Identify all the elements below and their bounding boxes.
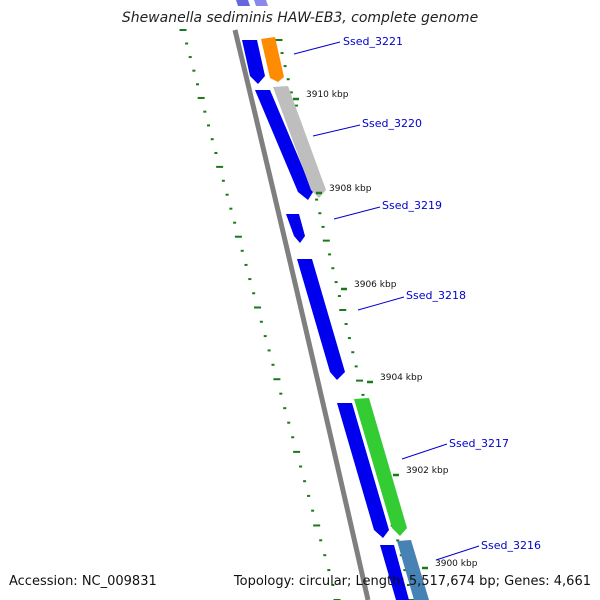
gene-labels: Ssed_3221 Ssed_3220 Ssed_3219 Ssed_3218 Ssed… <box>293 35 541 561</box>
feature-3216-steel <box>397 540 429 600</box>
feature-partial-top-2 <box>254 0 268 6</box>
feature-3217-green <box>354 398 407 536</box>
kbp-label: 3908 kbp <box>329 184 372 194</box>
kbp-label: 3900 kbp <box>435 559 478 569</box>
gene-label: Ssed_3216 <box>481 539 541 552</box>
gene-leader-line <box>312 124 361 137</box>
gene-label: Ssed_3217 <box>449 437 509 450</box>
gene-label: Ssed_3220 <box>362 117 422 130</box>
accession-text: Accession: NC_009831 <box>9 574 157 589</box>
feature-3220-gray <box>273 86 326 198</box>
cds-arrow-3220 <box>255 90 313 200</box>
gene-leader-line <box>401 443 448 460</box>
kbp-label: 3902 kbp <box>406 466 449 476</box>
gene-label: Ssed_3218 <box>406 289 466 302</box>
map-title: Shewanella sediminis HAW-EB3, complete g… <box>121 10 479 26</box>
gene-label: Ssed_3219 <box>382 199 442 212</box>
kbp-label: 3904 kbp <box>380 373 423 383</box>
kbp-label: 3906 kbp <box>354 280 397 290</box>
gene-leader-line <box>357 296 405 311</box>
cds-arrow-3218 <box>297 259 345 380</box>
cds-arrow-3216 <box>380 545 409 600</box>
cds-arrow-3219 <box>286 214 305 243</box>
gene-leader-line <box>435 545 480 561</box>
gene-leader-line <box>333 206 381 220</box>
genome-summary-text: Topology: circular; Length: 5,517,674 bp… <box>233 574 591 589</box>
feature-partial-top <box>236 0 250 6</box>
cds-arrow-3217 <box>337 403 389 538</box>
kbp-label: 3910 kbp <box>306 90 349 100</box>
gene-label: Ssed_3221 <box>343 35 403 48</box>
kbp-ticks: 3910 kbp 3908 kbp 3906 kbp 3904 kbp 3902 kbp… <box>293 90 478 570</box>
gene-leader-line <box>293 41 341 55</box>
feature-3221-orange <box>261 37 284 82</box>
backbone-line <box>232 29 371 600</box>
cds-arrow-3221 <box>242 40 265 84</box>
